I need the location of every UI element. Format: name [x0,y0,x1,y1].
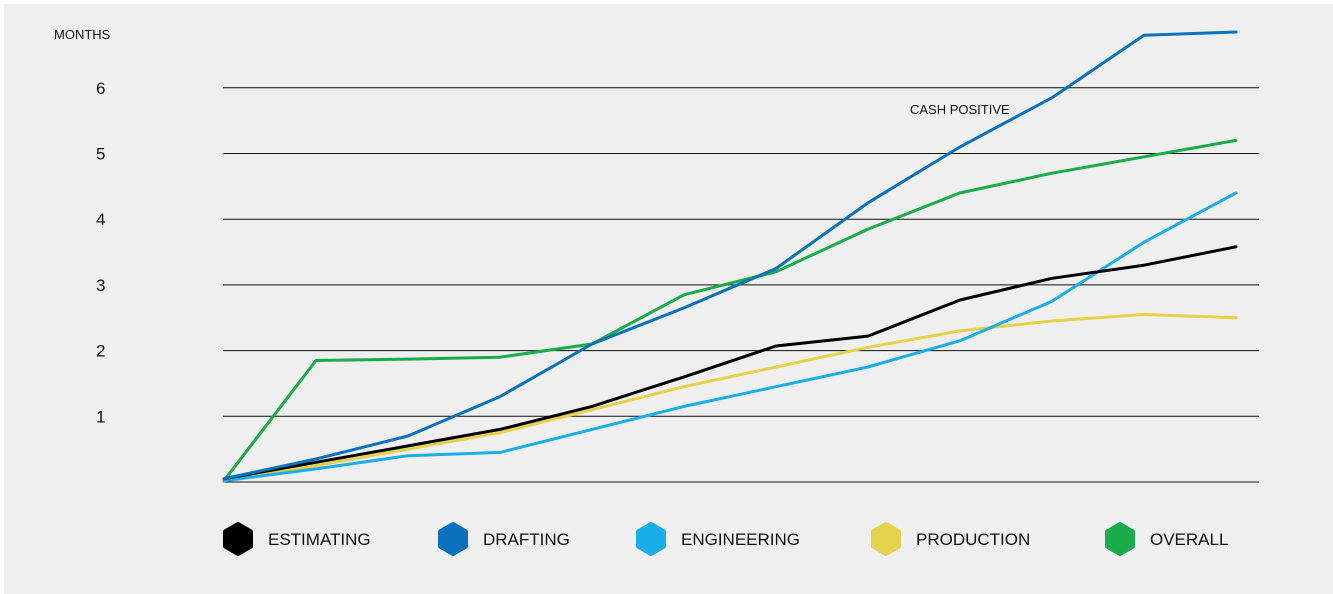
legend-item-estimating: ESTIMATING [223,522,371,556]
legend-swatch-drafting [438,522,468,556]
legend-label: ENGINEERING [681,530,800,549]
series-line-engineering [222,191,1238,483]
gridlines [223,87,1259,483]
legend-label: OVERALL [1150,530,1228,549]
chart-panel: MONTHS 1 2 3 4 5 6 CASH POSITIVE ESTIMATING DR… [4,4,1333,594]
y-tick-label: 1 [96,407,105,426]
series-line-drafting [222,30,1238,481]
series-line-production [222,313,1238,483]
y-tick-label: 4 [96,210,105,229]
legend-item-drafting: DRAFTING [438,522,570,556]
series-line-overall [222,138,1238,483]
legend-label: ESTIMATING [268,530,371,549]
legend-item-production: PRODUCTION [871,522,1030,556]
legend-item-engineering: ENGINEERING [636,522,800,556]
legend-item-overall: OVERALL [1105,522,1228,556]
legend-swatch-production [871,522,901,556]
y-tick-label: 3 [96,276,105,295]
legend: ESTIMATING DRAFTING ENGINEERING PRODUCTION O… [223,522,1228,556]
cash-positive-annotation: CASH POSITIVE [910,102,1010,117]
series-lines [222,30,1238,483]
legend-swatch-estimating [223,522,253,556]
y-tick-label: 5 [96,145,105,164]
y-tick-label: 2 [96,342,105,361]
y-axis-unit-label: MONTHS [54,27,111,42]
y-tick-labels: 1 2 3 4 5 6 [96,79,105,426]
series-line-estimating [222,245,1238,481]
y-tick-label: 6 [96,79,105,98]
legend-label: DRAFTING [483,530,570,549]
legend-swatch-engineering [636,522,666,556]
legend-label: PRODUCTION [916,530,1030,549]
legend-swatch-overall [1105,522,1135,556]
line-chart: MONTHS 1 2 3 4 5 6 CASH POSITIVE ESTIMATING DR… [54,27,1259,556]
